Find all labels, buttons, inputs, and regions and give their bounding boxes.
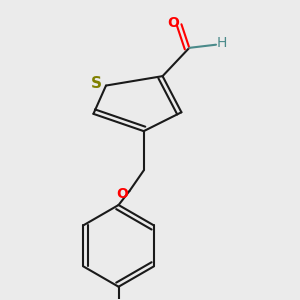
Text: H: H [217, 36, 227, 50]
Text: O: O [116, 187, 127, 201]
Text: S: S [91, 76, 102, 92]
Text: O: O [168, 16, 179, 30]
